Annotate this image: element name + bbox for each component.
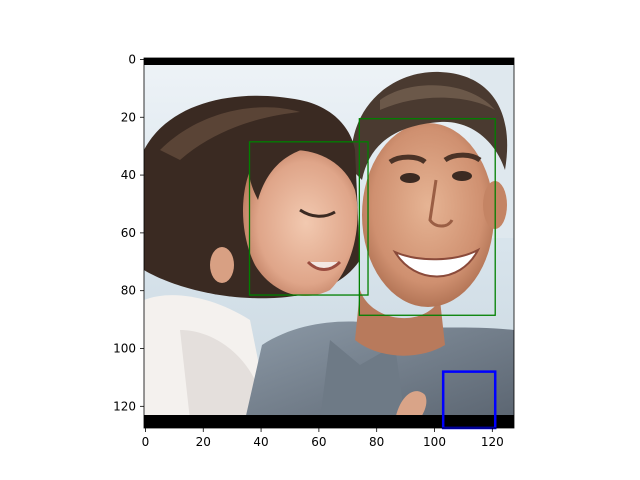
y-tick-label: 80 — [121, 284, 136, 298]
bbox-man-face — [358, 118, 496, 316]
y-tick-label: 100 — [113, 342, 136, 356]
x-tick-label: 120 — [481, 435, 504, 449]
y-tick-label: 0 — [128, 52, 136, 66]
x-tick-label: 100 — [423, 435, 446, 449]
x-tick-label: 20 — [196, 435, 211, 449]
x-axis-ticks: 0 20 40 60 80 100 120 — [142, 428, 504, 449]
photo — [144, 58, 514, 428]
y-axis-ticks: 0 20 40 60 80 100 120 — [113, 52, 144, 413]
axes-frame — [143, 57, 515, 429]
x-tick-label: 80 — [369, 435, 384, 449]
padding-bottom — [144, 415, 514, 428]
x-tick-label: 60 — [311, 435, 326, 449]
bbox-woman-face — [248, 141, 369, 296]
y-tick-label: 60 — [121, 226, 136, 240]
x-tick-label: 40 — [253, 435, 268, 449]
y-tick-label: 40 — [121, 168, 136, 182]
x-tick-label: 0 — [142, 435, 150, 449]
padding-top — [144, 58, 514, 65]
y-tick-label: 120 — [113, 399, 136, 413]
y-tick-label: 20 — [121, 110, 136, 124]
